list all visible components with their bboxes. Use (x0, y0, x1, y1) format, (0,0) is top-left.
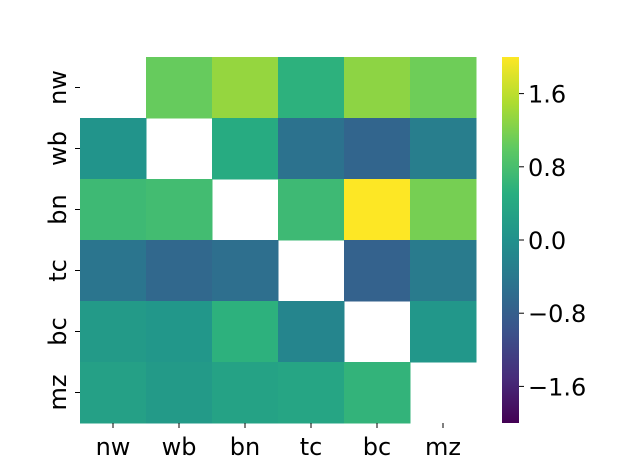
y-axis: nw wb bn tc bc mz (44, 70, 80, 410)
heatmap-cell-wb-tc (278, 118, 345, 180)
x-tick-label: nw (96, 433, 131, 461)
heatmap-cells (80, 57, 477, 424)
colorbar-tick-label: 1.6 (528, 81, 566, 109)
colorbar-tick-label: 0.0 (528, 227, 566, 255)
colorbar-tick-label: −1.6 (528, 373, 586, 401)
heatmap-cell-nw-bn (212, 57, 279, 119)
colorbar (502, 57, 519, 423)
heatmap-cell-wb-bn (212, 118, 279, 180)
heatmap-cell-bc-mz (410, 301, 477, 363)
heatmap-cell-nw-mz (410, 57, 477, 119)
heatmap-cell-nw-bc (344, 57, 411, 119)
heatmap-cell-mz-tc (278, 362, 345, 424)
heatmap-cell-tc-nw (80, 240, 147, 302)
y-tick-label: wb (44, 131, 72, 166)
x-tick-label: tc (300, 433, 323, 461)
heatmap-cell-mz-wb (146, 362, 213, 424)
y-tick-label: bn (44, 194, 72, 224)
x-tick-label: bn (230, 433, 260, 461)
heatmap-cell-bc-tc (278, 301, 345, 363)
heatmap-cell-wb-mz (410, 118, 477, 180)
heatmap-cell-bn-tc (278, 179, 345, 241)
heatmap-cell-mz-nw (80, 362, 147, 424)
heatmap-cell-wb-bc (344, 118, 411, 180)
colorbar-ticks: −1.6 −0.8 0.0 0.8 1.6 (519, 81, 586, 401)
heatmap-cell-mz-bn (212, 362, 279, 424)
y-tick-label: tc (44, 259, 72, 282)
y-tick-label: mz (44, 375, 72, 411)
heatmap-cell-bn-wb (146, 179, 213, 241)
y-tick-label: nw (44, 70, 72, 105)
heatmap-cell-bc-bn (212, 301, 279, 363)
heatmap-cell-wb-nw (80, 118, 147, 180)
heatmap-cell-tc-bn (212, 240, 279, 302)
heatmap-cell-bn-mz (410, 179, 477, 241)
x-tick-label: mz (425, 433, 461, 461)
colorbar-tick-label: −0.8 (528, 300, 586, 328)
heatmap-cell-nw-wb (146, 57, 213, 119)
x-tick-label: wb (162, 433, 197, 461)
heatmap-cell-tc-bc (344, 240, 411, 302)
x-tick-label: bc (363, 433, 391, 461)
heatmap-cell-bn-nw (80, 179, 147, 241)
y-tick-label: bc (44, 317, 72, 345)
heatmap-cell-nw-tc (278, 57, 345, 119)
heatmap-cell-tc-wb (146, 240, 213, 302)
colorbar-tick-label: 0.8 (528, 154, 566, 182)
heatmap-cell-bn-bc (344, 179, 411, 241)
heatmap-cell-tc-mz (410, 240, 477, 302)
heatmap-cell-bc-wb (146, 301, 213, 363)
heatmap-cell-mz-bc (344, 362, 411, 424)
x-axis: nw wb bn tc bc mz (96, 423, 461, 461)
heatmap-cell-bc-nw (80, 301, 147, 363)
